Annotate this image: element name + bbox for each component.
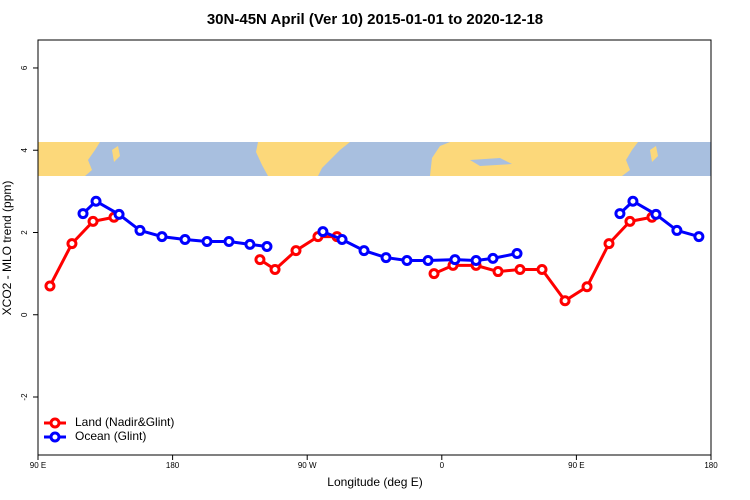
y-tick-label: 6 <box>20 65 29 70</box>
data-point <box>254 254 266 266</box>
data-point <box>536 264 548 276</box>
legend-marker <box>49 431 61 443</box>
data-point <box>87 215 99 227</box>
data-point <box>269 264 281 276</box>
data-point <box>317 226 329 238</box>
data-point <box>581 281 593 293</box>
data-point <box>428 268 440 280</box>
x-tick-label: 90 E <box>30 461 46 470</box>
y-tick-label: 4 <box>20 147 29 152</box>
data-point <box>650 208 662 220</box>
legend-label: Ocean (Glint) <box>75 429 146 443</box>
y-tick-label: -2 <box>20 393 29 401</box>
data-point <box>627 195 639 207</box>
data-point <box>134 224 146 236</box>
data-point <box>201 236 213 248</box>
map-strip <box>38 142 711 176</box>
data-point <box>223 236 235 248</box>
legend-marker <box>49 417 61 429</box>
data-point <box>487 252 499 264</box>
data-point <box>358 245 370 257</box>
data-point <box>156 231 168 243</box>
data-point <box>401 254 413 266</box>
chart-title: 30N-45N April (Ver 10) 2015-01-01 to 202… <box>207 11 543 28</box>
data-point <box>261 240 273 252</box>
y-axis-label: XCO2 - MLO trend (ppm) <box>0 181 14 316</box>
data-point <box>290 245 302 257</box>
data-point <box>624 215 636 227</box>
data-point <box>614 208 626 220</box>
data-point <box>511 247 523 259</box>
x-tick-label: 180 <box>166 461 180 470</box>
data-point <box>449 254 461 266</box>
plot-frame <box>37 39 712 456</box>
data-point <box>244 238 256 250</box>
data-point <box>77 208 89 220</box>
data-point <box>179 233 191 245</box>
data-point <box>693 231 705 243</box>
y-tick-label: 0 <box>20 312 29 317</box>
data-point <box>514 264 526 276</box>
data-point <box>336 233 348 245</box>
x-tick-label: 90 E <box>568 461 584 470</box>
legend: Land (Nadir&Glint) Ocean (Glint) <box>44 415 174 443</box>
data-point <box>380 252 392 264</box>
data-point <box>603 238 615 250</box>
data-point <box>66 238 78 250</box>
data-point <box>492 266 504 278</box>
data-point <box>671 224 683 236</box>
data-point <box>113 208 125 220</box>
legend-label: Land (Nadir&Glint) <box>75 415 174 429</box>
x-axis-label: Longitude (deg E) <box>327 475 422 489</box>
y-tick-label: 2 <box>20 230 29 235</box>
x-tick-label: 90 W <box>298 461 317 470</box>
data-point <box>90 195 102 207</box>
data-point <box>470 254 482 266</box>
x-tick-label: 0 <box>440 461 445 470</box>
x-tick-label: 180 <box>704 461 718 470</box>
data-point <box>422 254 434 266</box>
data-point <box>559 295 571 307</box>
data-point <box>44 280 56 292</box>
